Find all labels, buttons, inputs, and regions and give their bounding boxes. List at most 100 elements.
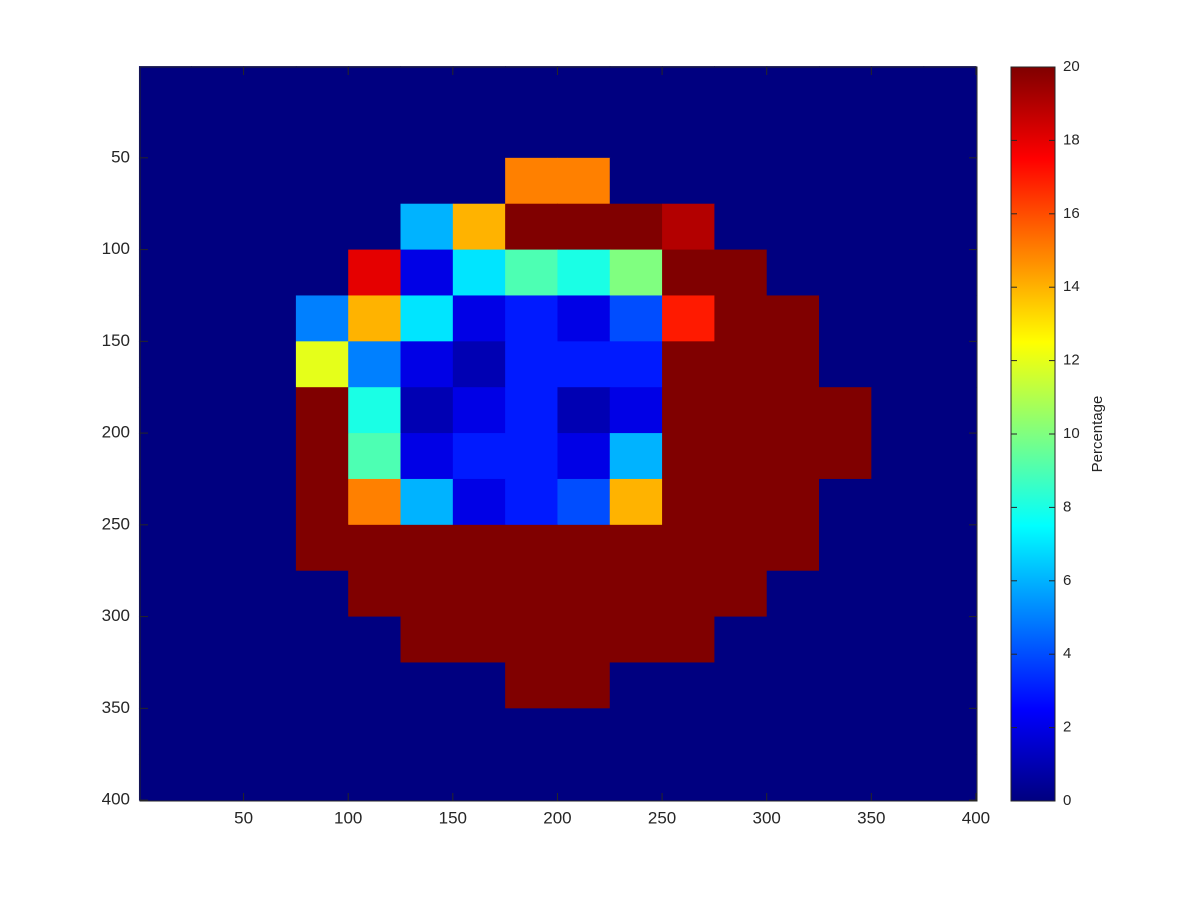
- heatmap-cell: [923, 708, 977, 755]
- heatmap-cell: [923, 295, 977, 342]
- heatmap-cell: [400, 708, 454, 755]
- heatmap-cell: [452, 111, 506, 159]
- heatmap-cell: [923, 524, 977, 572]
- heatmap-cell: [766, 570, 820, 618]
- colorbar-tick-label: 20: [1063, 58, 1080, 75]
- heatmap-cell: [557, 295, 611, 342]
- heatmap-cell: [609, 157, 663, 205]
- colorbar-tick-label: 4: [1063, 645, 1071, 662]
- heatmap-cell: [452, 66, 506, 113]
- heatmap-cell: [138, 754, 192, 801]
- heatmap-cell: [138, 387, 192, 434]
- heatmap-cell: [819, 708, 872, 755]
- heatmap-cell: [138, 570, 192, 618]
- heatmap-cell: [766, 754, 820, 801]
- heatmap-cell: [714, 433, 768, 480]
- heatmap-cell: [923, 570, 977, 618]
- heatmap-cell: [452, 754, 506, 801]
- heatmap-cell: [138, 524, 192, 572]
- heatmap-cell: [557, 203, 611, 251]
- heatmap-cell: [766, 157, 820, 205]
- colorbar-tick-label: 10: [1063, 425, 1080, 442]
- heatmap-cell: [295, 754, 349, 801]
- heatmap-cell: [505, 66, 558, 113]
- y-tick-label: 250: [102, 514, 130, 533]
- heatmap-cell: [871, 616, 925, 663]
- heatmap-cell: [609, 570, 663, 618]
- heatmap-cell: [766, 433, 820, 480]
- heatmap-cell: [452, 616, 506, 663]
- heatmap-cell: [557, 341, 611, 388]
- heatmap-cell: [819, 433, 872, 480]
- heatmap-cell: [295, 295, 349, 342]
- heatmap-cell: [452, 203, 506, 251]
- heatmap-cell: [714, 295, 768, 342]
- heatmap-cell: [714, 203, 768, 251]
- heatmap-cell: [452, 570, 506, 618]
- heatmap-cell: [243, 203, 297, 251]
- heatmap-cell: [819, 524, 872, 572]
- heatmap-cell: [243, 570, 297, 618]
- heatmap-cell: [348, 66, 402, 113]
- heatmap-cell: [714, 387, 768, 434]
- heatmap-cell: [452, 249, 506, 296]
- heatmap-cell: [400, 570, 454, 618]
- heatmap-cell: [505, 616, 558, 663]
- heatmap-cell: [871, 524, 925, 572]
- heatmap-cell: [138, 341, 192, 388]
- heatmap-cell: [609, 111, 663, 159]
- heatmap-cell: [295, 157, 349, 205]
- heatmap-cell: [295, 66, 349, 113]
- heatmap-cell: [871, 111, 925, 159]
- heatmap-cell: [819, 111, 872, 159]
- heatmap-cell: [191, 754, 245, 801]
- heatmap-cell: [138, 111, 192, 159]
- x-tick-label: 250: [648, 808, 676, 827]
- heatmap-cell: [138, 157, 192, 205]
- heatmap-cell: [923, 662, 977, 709]
- heatmap-cell: [662, 249, 715, 296]
- heatmap-cell: [923, 341, 977, 388]
- heatmap-cell: [400, 203, 454, 251]
- heatmap-cell: [452, 295, 506, 342]
- plot-frame: [139, 66, 978, 802]
- heatmap-cell: [871, 754, 925, 801]
- heatmap-cell: [871, 249, 925, 296]
- heatmap-cell: [243, 111, 297, 159]
- heatmap-cell: [662, 203, 715, 251]
- heatmap-cell: [505, 341, 558, 388]
- heatmap-cell: [819, 478, 872, 526]
- heatmap-cell: [557, 570, 611, 618]
- heatmap-cell: [819, 754, 872, 801]
- heatmap-cell: [557, 111, 611, 159]
- heatmap-cell: [662, 570, 715, 618]
- y-tick-label: 50: [111, 147, 130, 166]
- heatmap-cell: [662, 754, 715, 801]
- heatmap-cell: [243, 295, 297, 342]
- heatmap-cell: [295, 616, 349, 663]
- heatmap-cell: [191, 249, 245, 296]
- heatmap-cell: [609, 433, 663, 480]
- heatmap-cell: [505, 433, 558, 480]
- y-tick-label: 200: [102, 423, 130, 442]
- heatmap-cell: [138, 478, 192, 526]
- heatmap-cell: [400, 524, 454, 572]
- heatmap-cell: [452, 708, 506, 755]
- heatmap-cell: [819, 570, 872, 618]
- heatmap-cell: [348, 295, 402, 342]
- heatmap-cell: [191, 616, 245, 663]
- heatmap-cell: [295, 249, 349, 296]
- heatmap-cell: [871, 708, 925, 755]
- heatmap-cell: [662, 157, 715, 205]
- heatmap-cell: [295, 433, 349, 480]
- heatmap-cell: [714, 570, 768, 618]
- heatmap-cell: [557, 433, 611, 480]
- heatmap-cell: [348, 570, 402, 618]
- heatmap-cell: [243, 662, 297, 709]
- heatmap-cell: [923, 478, 977, 526]
- heatmap-cell: [609, 387, 663, 434]
- heatmap-cell: [819, 295, 872, 342]
- heatmap-cell: [609, 66, 663, 113]
- heatmap-cell: [609, 662, 663, 709]
- heatmap-cell: [243, 66, 297, 113]
